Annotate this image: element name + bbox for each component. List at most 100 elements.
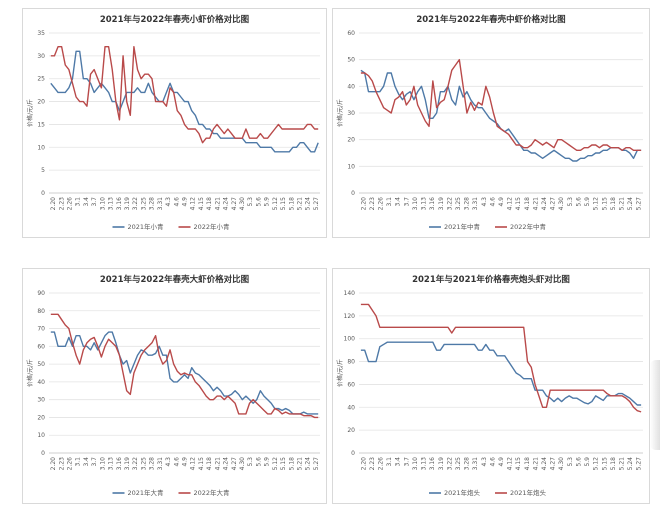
line-chart-large-shrimp: 2021年与2022年春壳大虾价格对比图 0 10 20 30 40 50 60 70 80 90 价… bbox=[26, 274, 320, 497]
x-tick-label: 3.28 bbox=[464, 457, 471, 471]
series-line-0 bbox=[50, 50, 319, 153]
x-tick-label: 5.3 bbox=[567, 457, 574, 467]
x-tick-label: 4.24 bbox=[223, 457, 230, 471]
y-tick-label: 30 bbox=[37, 53, 45, 60]
chart-panel-paotou-shrimp: 2021年与2021年价格春壳炮头虾对比图 0 20 40 60 80 100 120 140 价… bbox=[332, 268, 650, 504]
y-tick-label: 40 bbox=[347, 404, 355, 411]
series-line-0 bbox=[50, 331, 319, 415]
y-tick-label: 10 bbox=[37, 144, 45, 151]
x-tick-label: 3.19 bbox=[124, 197, 131, 211]
x-tick-label: 4.6 bbox=[173, 197, 180, 207]
y-tick-label: 60 bbox=[37, 343, 45, 350]
x-tick-label: 4.6 bbox=[489, 457, 496, 467]
y-tick-label: 25 bbox=[37, 76, 45, 83]
x-tick-label: 5.15 bbox=[601, 197, 608, 211]
y-tick-label: 0 bbox=[41, 450, 45, 457]
y-tick-label: 35 bbox=[37, 30, 45, 37]
x-tick-label: 3.28 bbox=[149, 457, 156, 471]
y-axis-label: 价格/元/斤 bbox=[336, 359, 344, 387]
series-line-1 bbox=[360, 303, 642, 413]
y-tick-label: 20 bbox=[347, 427, 355, 434]
y-tick-label: 140 bbox=[344, 290, 356, 297]
x-tick-label: 4.9 bbox=[498, 457, 505, 467]
x-tick-label: 3.31 bbox=[472, 197, 479, 211]
y-tick-label: 60 bbox=[347, 30, 355, 37]
x-tick-label: 4.27 bbox=[550, 197, 557, 211]
x-tick-label: 3.4 bbox=[395, 457, 402, 467]
x-tick-label: 4.27 bbox=[550, 457, 557, 471]
series-line-1 bbox=[50, 313, 319, 419]
x-tick-label: 2.20 bbox=[50, 197, 57, 211]
y-tick-label: 0 bbox=[351, 190, 355, 197]
x-tick-label: 3.10 bbox=[412, 197, 419, 211]
legend-label-0: 2021年大青 bbox=[128, 488, 165, 497]
y-tick-label: 120 bbox=[344, 313, 356, 320]
x-tick-label: 3.25 bbox=[455, 457, 462, 471]
x-tick-label: 3.1 bbox=[386, 197, 393, 207]
line-chart-paotou-shrimp: 2021年与2021年价格春壳炮头虾对比图 0 20 40 60 80 100 120 140 价… bbox=[336, 274, 643, 497]
x-tick-label: 3.19 bbox=[124, 457, 131, 471]
x-tick-label: 3.31 bbox=[157, 457, 164, 471]
x-tick-label: 5.9 bbox=[264, 197, 271, 207]
x-tick-label: 2.26 bbox=[378, 197, 385, 211]
x-tick-label: 5.12 bbox=[272, 197, 279, 211]
x-tick-label: 5.9 bbox=[584, 457, 591, 467]
x-tick-label: 4.30 bbox=[239, 457, 246, 471]
x-tick-label: 5.12 bbox=[593, 457, 600, 471]
x-tick-label: 4.15 bbox=[515, 197, 522, 211]
x-tick-label: 3.22 bbox=[132, 197, 139, 211]
x-tick-label: 3.25 bbox=[455, 197, 462, 211]
x-tick-label: 3.7 bbox=[91, 457, 98, 467]
y-tick-label: 5 bbox=[41, 167, 45, 174]
y-tick-label: 30 bbox=[347, 110, 355, 117]
x-tick-label: 4.3 bbox=[165, 457, 172, 467]
x-tick-label: 4.15 bbox=[198, 197, 205, 211]
x-tick-label: 3.28 bbox=[149, 197, 156, 211]
y-tick-label: 20 bbox=[37, 414, 45, 421]
line-chart-medium-shrimp: 2021年与2022年春壳中虾价格对比图 0 10 20 30 40 50 60 价格/元/斤 2… bbox=[336, 14, 643, 231]
y-tick-label: 30 bbox=[37, 397, 45, 404]
y-tick-label: 10 bbox=[347, 163, 355, 170]
series-line-1 bbox=[50, 46, 319, 144]
x-tick-label: 4.12 bbox=[190, 197, 197, 211]
y-tick-label: 50 bbox=[347, 57, 355, 64]
x-tick-label: 4.21 bbox=[532, 197, 539, 211]
x-tick-label: 5.21 bbox=[618, 457, 625, 471]
x-tick-label: 5.24 bbox=[305, 197, 312, 211]
x-tick-label: 5.9 bbox=[264, 457, 271, 467]
x-tick-label: 3.25 bbox=[140, 457, 147, 471]
series-line-1 bbox=[360, 58, 642, 152]
x-tick-label: 4.3 bbox=[481, 197, 488, 207]
x-tick-label: 4.30 bbox=[239, 197, 246, 211]
x-tick-label: 5.15 bbox=[280, 197, 287, 211]
x-tick-label: 3.4 bbox=[83, 457, 90, 467]
x-tick-label: 5.18 bbox=[288, 457, 295, 471]
x-tick-label: 3.25 bbox=[140, 197, 147, 211]
x-tick-label: 4.12 bbox=[190, 457, 197, 471]
x-tick-label: 4.24 bbox=[541, 197, 548, 211]
x-tick-label: 3.7 bbox=[403, 457, 410, 467]
y-tick-label: 90 bbox=[37, 290, 45, 297]
x-tick-label: 4.27 bbox=[231, 457, 238, 471]
x-tick-label: 4.21 bbox=[214, 197, 221, 211]
x-tick-label: 4.27 bbox=[231, 197, 238, 211]
chart-title: 2021年与2022年春壳大虾价格对比图 bbox=[100, 274, 249, 285]
chart-panel-medium-shrimp: 2021年与2022年春壳中虾价格对比图 0 10 20 30 40 50 60 价格/元/斤 2… bbox=[332, 8, 650, 238]
x-tick-label: 2.26 bbox=[378, 457, 385, 471]
x-tick-label: 4.9 bbox=[498, 197, 505, 207]
x-tick-label: 3.7 bbox=[91, 197, 98, 207]
x-tick-label: 3.10 bbox=[99, 197, 106, 211]
x-tick-label: 3.22 bbox=[446, 197, 453, 211]
x-tick-label: 5.18 bbox=[610, 197, 617, 211]
x-tick-label: 5.24 bbox=[627, 457, 634, 471]
x-tick-label: 5.15 bbox=[280, 457, 287, 471]
x-tick-label: 3.16 bbox=[429, 457, 436, 471]
x-tick-label: 3.13 bbox=[108, 197, 115, 211]
x-tick-label: 4.21 bbox=[214, 457, 221, 471]
x-tick-label: 5.27 bbox=[313, 457, 320, 471]
y-tick-label: 70 bbox=[37, 326, 45, 333]
x-tick-label: 4.18 bbox=[524, 197, 531, 211]
legend-label-1: 2022年大青 bbox=[194, 488, 231, 497]
x-tick-label: 5.24 bbox=[305, 457, 312, 471]
y-tick-label: 40 bbox=[347, 83, 355, 90]
